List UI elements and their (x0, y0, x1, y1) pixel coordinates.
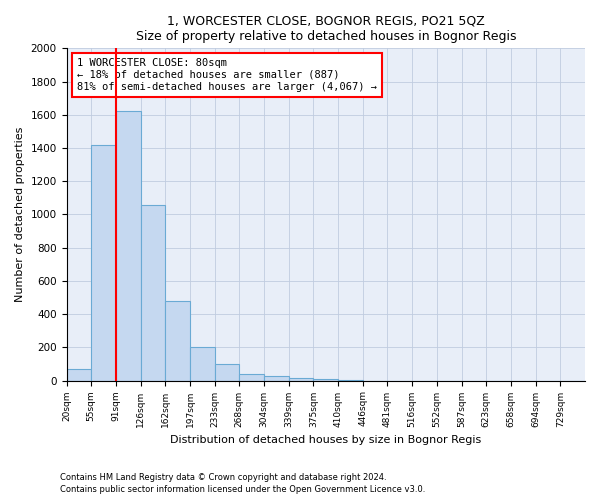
Text: Contains HM Land Registry data © Crown copyright and database right 2024.: Contains HM Land Registry data © Crown c… (60, 473, 386, 482)
Bar (215, 364, 239, 380)
Bar (67, 369, 91, 380)
Bar (140, 206, 165, 380)
Bar (91, 144, 116, 380)
Bar (239, 374, 264, 380)
Bar (313, 379, 338, 380)
X-axis label: Distribution of detached houses by size in Bognor Regis: Distribution of detached houses by size … (170, 435, 481, 445)
Y-axis label: Number of detached properties: Number of detached properties (15, 127, 25, 302)
Bar (190, 348, 215, 380)
Bar (116, 112, 140, 380)
Text: 1 WORCESTER CLOSE: 80sqm
← 18% of detached houses are smaller (887)
81% of semi-: 1 WORCESTER CLOSE: 80sqm ← 18% of detach… (77, 58, 377, 92)
Title: 1, WORCESTER CLOSE, BOGNOR REGIS, PO21 5QZ
Size of property relative to detached: 1, WORCESTER CLOSE, BOGNOR REGIS, PO21 5… (136, 15, 516, 43)
Bar (264, 376, 289, 380)
Bar (165, 301, 190, 380)
Bar (289, 378, 313, 380)
Text: Contains public sector information licensed under the Open Government Licence v3: Contains public sector information licen… (60, 486, 425, 494)
